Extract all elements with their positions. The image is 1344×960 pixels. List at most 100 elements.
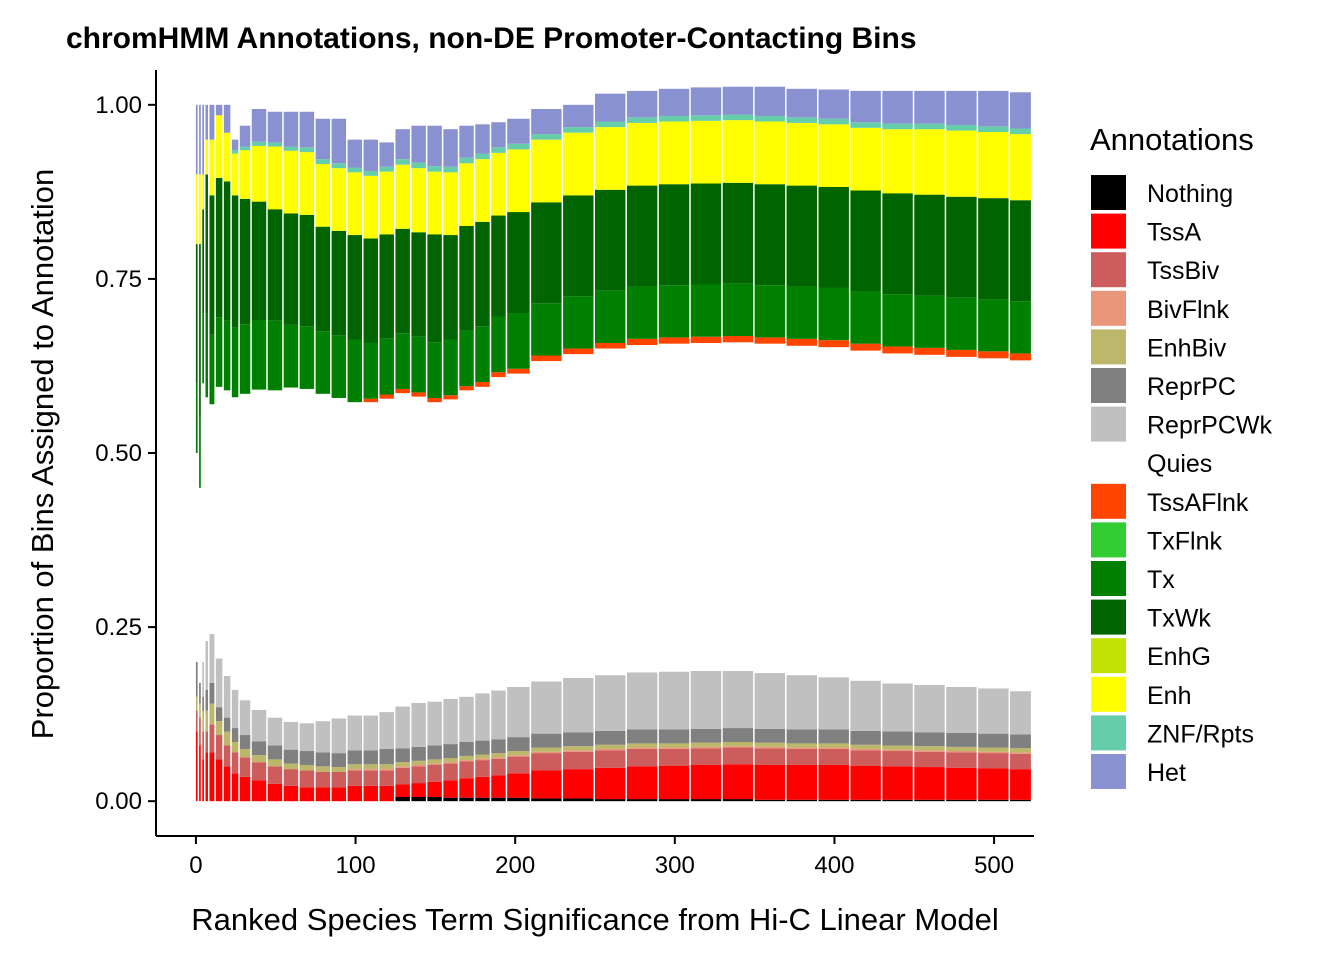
legend-item-quies: Quies (1091, 445, 1212, 481)
bar-segment-tssa (722, 764, 754, 800)
bar-segment-txwk (223, 181, 231, 321)
bar-segment-het (658, 88, 690, 116)
bar-segment-txwk (850, 190, 881, 292)
bar-segment-quies (205, 397, 208, 642)
bar-segment-quies (658, 343, 690, 672)
bar-segment-reprpcwk (786, 675, 817, 730)
bar-segment-nothing (818, 799, 849, 802)
bar-segment-txwk (202, 209, 204, 314)
bar-stack (491, 122, 506, 802)
bar-segment-enhbiv (347, 764, 363, 770)
bar-segment-reprpc (531, 733, 562, 748)
bar-segment-tssaflnk (754, 337, 786, 344)
bar-segment-tssaflnk (626, 338, 658, 346)
bar-segment-het (395, 129, 410, 160)
bar-segment-het (818, 89, 849, 119)
bar-segment-enh (754, 121, 786, 185)
bar-segment-enhbiv (722, 741, 754, 747)
bar-segment-txwk (946, 196, 977, 298)
bar-segment-quies (195, 453, 198, 662)
bar-segment-reprpcwk (205, 641, 208, 690)
bar-segment-enhbiv (205, 710, 208, 732)
bar-segment-tssbiv (507, 756, 530, 774)
bar-segment-enh (531, 139, 562, 203)
bar-segment-tssa (199, 745, 201, 802)
bar-segment-tssa (251, 780, 267, 802)
bar-segment-reprpc (563, 732, 594, 747)
bar-segment-tssaflnk (475, 381, 490, 387)
bar-segment-tssbiv (914, 751, 945, 768)
legend-label: Quies (1147, 450, 1212, 478)
bar-segment-reprpcwk (299, 723, 315, 752)
legend-item-txwk: TxWk (1091, 599, 1211, 635)
bar-segment-enh (199, 174, 201, 245)
bar-segment-enh (475, 159, 490, 222)
bar-segment-enh (251, 145, 267, 202)
bar-segment-bivflnk (850, 748, 881, 751)
bar-segment-enhbiv (491, 753, 506, 758)
bar-stack (882, 90, 913, 802)
bar-segment-tx (595, 290, 626, 343)
bar-segment-reprpcwk (626, 672, 658, 730)
legend-label: Nothing (1147, 180, 1233, 208)
bar-segment-bivflnk (595, 748, 626, 751)
bar-segment-quies (507, 373, 530, 687)
bar-segment-tssbiv (199, 717, 201, 746)
bars-layer (195, 86, 1031, 802)
bar-segment-tssbiv (978, 753, 1009, 769)
bar-segment-znf-rpts (363, 170, 378, 176)
bar-segment-reprpcwk (202, 661, 204, 697)
bar-segment-enh (427, 171, 442, 235)
bar-segment-tx (786, 286, 817, 339)
legend-label: Enh (1147, 682, 1191, 710)
bar-segment-bivflnk (914, 750, 945, 752)
bar-segment-enhbiv (199, 703, 201, 718)
bar-segment-quies (202, 383, 204, 662)
bar-segment-enhbiv (267, 759, 283, 767)
bar-segment-tssbiv (818, 748, 849, 765)
bar-segment-enh (379, 171, 394, 235)
bar-stack (443, 129, 458, 802)
bar-segment-enh (818, 124, 849, 187)
bar-segment-znf-rpts (251, 141, 267, 146)
bar-segment-het (363, 139, 378, 171)
bar-segment-reprpcwk (475, 693, 490, 741)
legend-item-tx: Tx (1091, 561, 1175, 596)
bar-segment-enh (231, 153, 239, 196)
bar-segment-znf-rpts (395, 159, 410, 165)
legend-swatch (1091, 175, 1126, 210)
bar-stack (427, 125, 442, 802)
bar-segment-znf-rpts (978, 126, 1009, 132)
bar-segment-het (595, 93, 626, 122)
bar-segment-bivflnk (427, 763, 442, 765)
bar-segment-quies (690, 342, 722, 671)
bar-segment-enhbiv (363, 764, 378, 770)
bar-stack (299, 111, 315, 802)
legend-swatch (1091, 522, 1126, 558)
bar-segment-nothing (882, 799, 913, 802)
bar-segment-quies (315, 393, 331, 722)
bar-segment-znf-rpts (283, 146, 299, 151)
bar-segment-bivflnk (475, 758, 490, 761)
bar-segment-het (267, 111, 283, 143)
bar-segment-enh (267, 146, 283, 210)
bar-segment-tssbiv (459, 761, 474, 779)
bar-segment-tssa (331, 787, 347, 802)
bar-segment-het (754, 86, 786, 116)
bar-stack (626, 90, 658, 802)
bar-segment-tssbiv (395, 767, 410, 785)
legend-label: TssA (1147, 219, 1202, 247)
bar-segment-tssa (786, 764, 817, 800)
bar-segment-reprpc (267, 745, 283, 760)
bar-segment-quies (531, 361, 562, 682)
bar-segment-nothing (850, 799, 881, 802)
bar-segment-tssa (626, 766, 658, 800)
bar-segment-tx (215, 317, 223, 387)
bar-segment-enhbiv (595, 744, 626, 749)
bar-segment-znf-rpts (818, 118, 849, 125)
bar-segment-txwk (411, 232, 426, 337)
legend-label: TxWk (1147, 605, 1211, 633)
y-tick-label: 1.00 (95, 92, 142, 119)
y-tick-label: 0.50 (95, 440, 142, 467)
